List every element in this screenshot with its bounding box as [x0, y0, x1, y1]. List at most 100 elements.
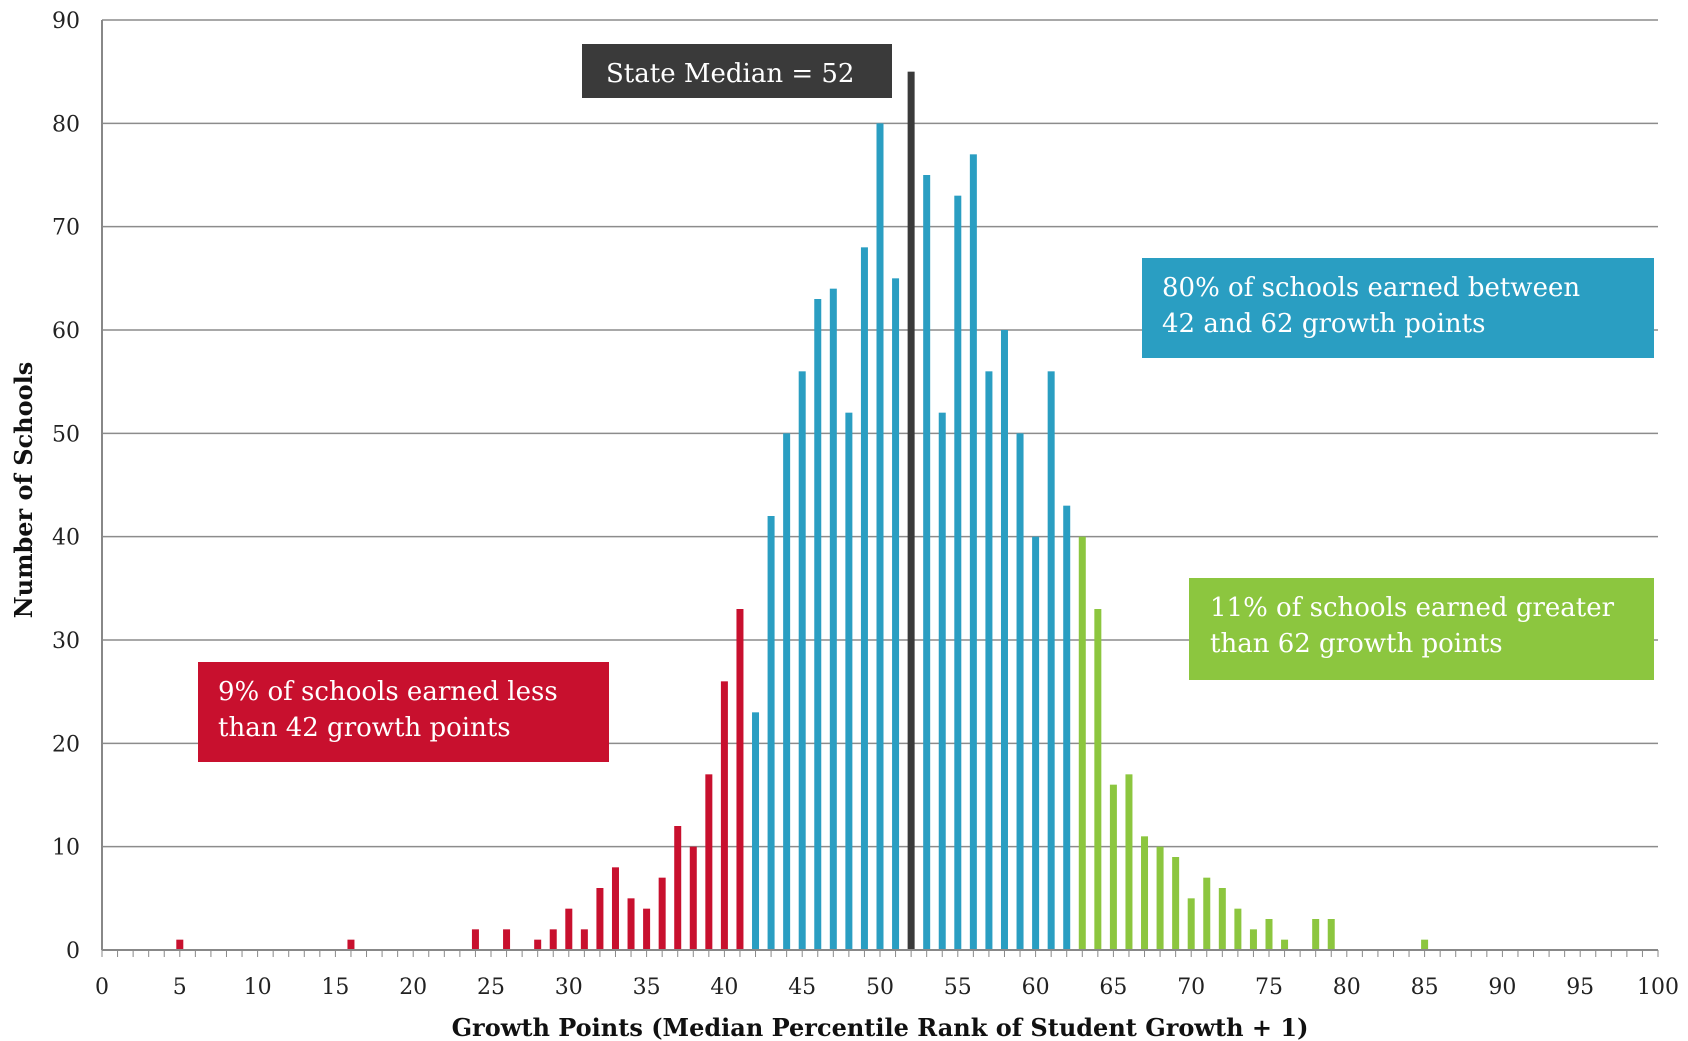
y-axis-title: Number of Schools [9, 362, 38, 619]
bar-red-39 [705, 774, 713, 950]
bar-blue-56 [969, 154, 977, 951]
bar-green-67 [1141, 836, 1149, 950]
y-tick-label: 80 [52, 112, 80, 137]
annotation-text: 42 and 62 growth points [1162, 309, 1485, 339]
bar-blue-59 [1016, 433, 1024, 950]
x-tick-label: 95 [1566, 975, 1594, 1000]
x-tick-label: 85 [1411, 975, 1439, 1000]
bar-red-32 [596, 888, 604, 950]
x-tick-label: 75 [1255, 975, 1283, 1000]
y-tick-label: 40 [52, 526, 80, 551]
x-minor-ticks [101, 950, 1659, 957]
annotation-box-green: 11% of schools earned greater than 62 gro… [1189, 578, 1654, 680]
bar-green-70 [1187, 898, 1195, 950]
bar-green-69 [1172, 857, 1180, 950]
bar-green-65 [1109, 784, 1117, 950]
y-tick-label: 0 [66, 939, 80, 964]
bar-green-68 [1156, 846, 1164, 950]
bar-red-26 [503, 929, 511, 950]
x-tick-label: 40 [710, 975, 738, 1000]
annotation-box-dark: State Median = 52 [582, 44, 892, 98]
bar-blue-55 [954, 195, 962, 950]
bar-blue-47 [829, 288, 837, 951]
bar-green-71 [1203, 877, 1211, 950]
bar-green-79 [1327, 919, 1335, 950]
annotation-background [1189, 578, 1654, 680]
bar-blue-43 [767, 516, 775, 950]
bar-blue-60 [1032, 536, 1040, 950]
annotation-text: than 42 growth points [218, 713, 511, 743]
annotation-text: State Median = 52 [606, 59, 854, 89]
bar-green-73 [1234, 908, 1242, 950]
bar-red-35 [643, 908, 651, 950]
bar-red-33 [611, 867, 619, 950]
bar-green-85 [1421, 939, 1429, 950]
x-tick-label: 5 [173, 975, 187, 1000]
x-tick-label: 25 [477, 975, 505, 1000]
annotation-background [198, 662, 609, 762]
x-tick-label: 80 [1333, 975, 1361, 1000]
annotation-box-red: 9% of schools earned less than 42 growth … [198, 662, 609, 762]
y-tick-label: 30 [52, 629, 80, 654]
x-tick-label: 65 [1099, 975, 1127, 1000]
x-tick-label: 15 [321, 975, 349, 1000]
x-tick-label: 0 [95, 975, 109, 1000]
bar-red-30 [565, 908, 573, 950]
bar-red-41 [736, 609, 744, 950]
bar-red-36 [658, 877, 666, 950]
bar-blue-42 [752, 712, 760, 950]
bar-green-76 [1281, 939, 1289, 950]
bar-red-5 [176, 939, 184, 950]
bar-red-38 [689, 846, 697, 950]
bar-green-63 [1078, 536, 1086, 950]
bar-blue-48 [845, 412, 853, 951]
annotation-text: than 62 growth points [1210, 629, 1503, 659]
x-tick-label: 55 [944, 975, 972, 1000]
x-tick-label: 50 [866, 975, 894, 1000]
annotation-text: 11% of schools earned greater [1210, 593, 1615, 623]
bar-green-64 [1094, 609, 1102, 950]
x-tick-label: 45 [788, 975, 816, 1000]
bar-blue-62 [1063, 505, 1071, 950]
bar-green-75 [1265, 919, 1273, 950]
bar-red-40 [720, 681, 728, 950]
annotation-background [1142, 258, 1654, 358]
bar-green-74 [1249, 929, 1257, 950]
annotation-text: 9% of schools earned less [218, 677, 558, 707]
bar-red-31 [580, 929, 588, 950]
bar-blue-44 [783, 433, 791, 950]
bar-blue-45 [798, 371, 806, 950]
bar-red-16 [347, 939, 355, 950]
annotation-background [582, 44, 892, 98]
bar-blue-61 [1047, 371, 1055, 950]
bar-red-29 [549, 929, 557, 950]
x-tick-label: 10 [244, 975, 272, 1000]
bar-green-72 [1218, 888, 1226, 950]
bar-blue-51 [892, 278, 900, 950]
x-tick-label: 30 [555, 975, 583, 1000]
x-tick-label: 70 [1177, 975, 1205, 1000]
bar-blue-49 [860, 247, 868, 951]
bar-blue-46 [814, 299, 822, 950]
x-tick-label: 60 [1022, 975, 1050, 1000]
bar-blue-58 [1000, 330, 1008, 950]
bar-blue-57 [985, 371, 993, 950]
bar-blue-54 [938, 412, 946, 951]
bar-dark-52 [907, 71, 915, 950]
x-tick-label: 35 [633, 975, 661, 1000]
y-tick-label: 90 [52, 9, 80, 34]
bars [176, 71, 1429, 951]
bar-green-66 [1125, 774, 1133, 950]
bar-red-34 [627, 898, 635, 950]
x-tick-label: 90 [1488, 975, 1516, 1000]
x-tick-label: 20 [399, 975, 427, 1000]
annotation-box-blue: 80% of schools earned between 42 and 62 g… [1142, 258, 1654, 358]
bar-red-28 [534, 939, 542, 950]
x-tick-label: 100 [1637, 975, 1679, 1000]
annotation-text: 80% of schools earned between [1162, 273, 1580, 303]
y-tick-labels: 0 10 20 30 40 50 60 70 80 90 [52, 9, 80, 964]
bar-blue-50 [876, 123, 884, 951]
bar-blue-53 [923, 175, 931, 950]
y-tick-label: 60 [52, 319, 80, 344]
annotations: State Median = 52 80% of schools earned b… [198, 44, 1654, 762]
